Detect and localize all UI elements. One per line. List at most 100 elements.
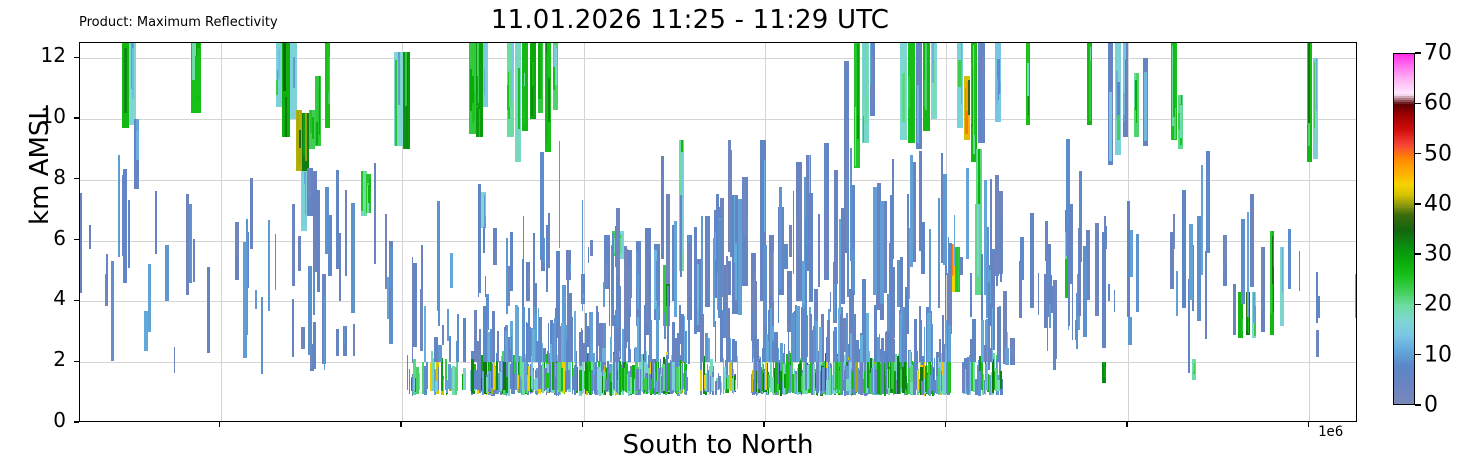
radar-echo-cell (912, 205, 915, 241)
radar-echo-cell (906, 193, 909, 299)
radar-echo-cell (866, 350, 869, 389)
radar-echo-cell (909, 365, 913, 395)
radar-echo-cell (811, 330, 814, 363)
radar-echo-cell (596, 368, 599, 391)
colorbar-segment (1394, 304, 1414, 307)
radar-echo-cell (936, 376, 939, 395)
radar-echo-cell (615, 374, 619, 392)
radar-echo-cell (505, 377, 509, 393)
radar-echo-cell (706, 364, 709, 392)
radar-echo-cell (545, 224, 549, 292)
radar-echo-cell (510, 335, 513, 363)
radar-echo-cell (708, 375, 712, 395)
radar-echo-cell (430, 363, 433, 392)
radar-echo-cell (804, 176, 807, 262)
y-axis-tick (74, 117, 79, 119)
radar-echo-cell (824, 209, 827, 279)
radar-echo-cell (317, 190, 320, 292)
radar-echo-cell (731, 378, 734, 391)
colorbar-segment (1394, 174, 1414, 177)
colorbar-segment (1394, 372, 1414, 375)
radar-echo-cell (973, 43, 977, 136)
radar-echo-cell (484, 191, 486, 216)
radar-echo-cell (301, 327, 306, 350)
colorbar-segment (1394, 202, 1414, 205)
y-axis-tick-label: 0 (53, 408, 66, 432)
radar-echo-cell (885, 331, 890, 373)
colorbar-segment (1394, 190, 1414, 193)
radar-echo-cell (610, 381, 612, 396)
plot-area[interactable] (79, 42, 1357, 422)
radar-echo-cell (884, 200, 887, 294)
radar-echo-cell (545, 53, 548, 144)
radar-echo-cell (674, 362, 676, 393)
colorbar-segment (1394, 184, 1414, 187)
colorbar-segment (1394, 104, 1414, 107)
radar-echo-cell (845, 312, 849, 363)
radar-echo-cell (316, 121, 318, 145)
radar-echo-cell (953, 215, 956, 267)
radar-echo-cell (925, 366, 927, 393)
radar-echo-cell (528, 366, 530, 392)
radar-echo-cell (111, 261, 115, 362)
radar-echo-cell (478, 109, 481, 137)
radar-echo-cell (487, 332, 491, 363)
colorbar-segment (1394, 250, 1414, 253)
radar-echo-cell (833, 330, 836, 363)
radar-echo-cell (977, 204, 979, 276)
radar-echo-cell (731, 339, 735, 363)
radar-echo-cell (909, 381, 913, 394)
radar-echo-cell (551, 358, 555, 390)
y-axis-tick-label: 4 (53, 286, 66, 311)
radar-echo-cell (1135, 80, 1137, 111)
radar-echo-cell (650, 379, 653, 395)
radar-echo-cell (484, 275, 486, 298)
radar-echo-cell (627, 323, 630, 363)
radar-echo-cell (900, 307, 903, 363)
radar-echo-cell (669, 360, 672, 395)
colorbar-segment (1394, 294, 1414, 297)
radar-echo-cell (345, 329, 347, 353)
radar-echo-cell (916, 85, 919, 144)
radar-echo-cell (878, 381, 882, 396)
colorbar[interactable]: 0 10 20 30 40 50 60 70 (1393, 41, 1452, 418)
radar-echo-cell (573, 311, 577, 363)
radar-echo-cell (928, 228, 931, 340)
colorbar-segment (1394, 398, 1414, 401)
radar-echo-cell (771, 234, 774, 313)
radar-echo-cell (728, 261, 732, 295)
radar-echo-cell (1316, 58, 1318, 111)
radar-echo-cell (784, 244, 789, 270)
radar-echo-cell (310, 109, 313, 134)
radar-echo-cell (842, 380, 844, 392)
radar-echo-cell (503, 362, 506, 390)
radar-echo-column (695, 258, 702, 332)
radar-echo-cell (737, 355, 739, 390)
radar-echo-cell (973, 371, 976, 393)
colorbar-segment (1394, 260, 1414, 263)
radar-echo-cell (1245, 312, 1248, 332)
radar-echo-cell (589, 355, 592, 395)
radar-echo-cell (812, 325, 817, 363)
radar-echo-cell (840, 313, 843, 363)
x-axis-tick (1126, 422, 1128, 427)
radar-echo-cell (849, 288, 852, 365)
radar-echo-cell (824, 143, 826, 236)
radar-echo-cell (920, 380, 924, 396)
radar-echo-cell (678, 305, 682, 344)
colorbar-segment (1394, 392, 1414, 395)
radar-echo-cell (889, 195, 894, 311)
colorbar-segment (1394, 210, 1414, 213)
radar-echo-cell (628, 256, 631, 287)
radar-echo-cell (787, 329, 790, 363)
radar-echo-cell (568, 253, 571, 277)
colorbar-segment (1394, 240, 1414, 243)
radar-echo-cell (1317, 295, 1320, 319)
colorbar-segment (1394, 134, 1414, 137)
radar-echo-cell (667, 285, 669, 360)
radar-echo-cell (523, 357, 527, 391)
radar-echo-cell (1030, 213, 1034, 308)
radar-echo-cell (759, 366, 763, 393)
radar-echo-cell (847, 359, 851, 396)
radar-echo-cell (796, 214, 799, 286)
